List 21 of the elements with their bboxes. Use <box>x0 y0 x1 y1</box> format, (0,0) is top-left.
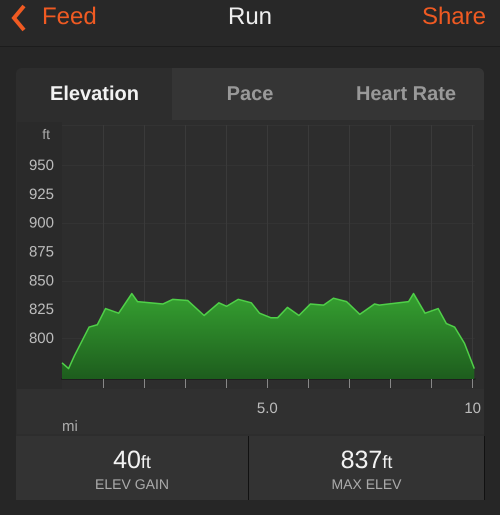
text: Pace <box>172 68 329 120</box>
text: Elevation <box>17 68 173 120</box>
y-tick-label: 900 <box>28 214 54 232</box>
chart-title: Run <box>228 3 272 30</box>
text: Feed <box>42 3 97 31</box>
y-tick-label: 850 <box>28 272 54 290</box>
text: MAX ELEV <box>330 476 403 492</box>
y-tick-label: 950 <box>28 156 54 174</box>
text: 40ft <box>113 446 151 474</box>
y-tick-label: 825 <box>28 301 54 318</box>
text: Share <box>422 3 486 31</box>
y-tick-label: 875 <box>28 244 54 260</box>
text: ELEV GAIN <box>94 476 170 492</box>
x-tick-label: 5.0 <box>256 400 278 417</box>
y-tick-label: 925 <box>28 186 54 203</box>
x-axis-title: mi <box>62 418 78 435</box>
x-tick-label: 10 <box>464 400 481 417</box>
y-tick-label: 800 <box>28 330 54 348</box>
text: Heart Rate <box>328 68 484 120</box>
y-axis-title: ft <box>42 126 50 142</box>
text: 837ft <box>340 446 392 474</box>
